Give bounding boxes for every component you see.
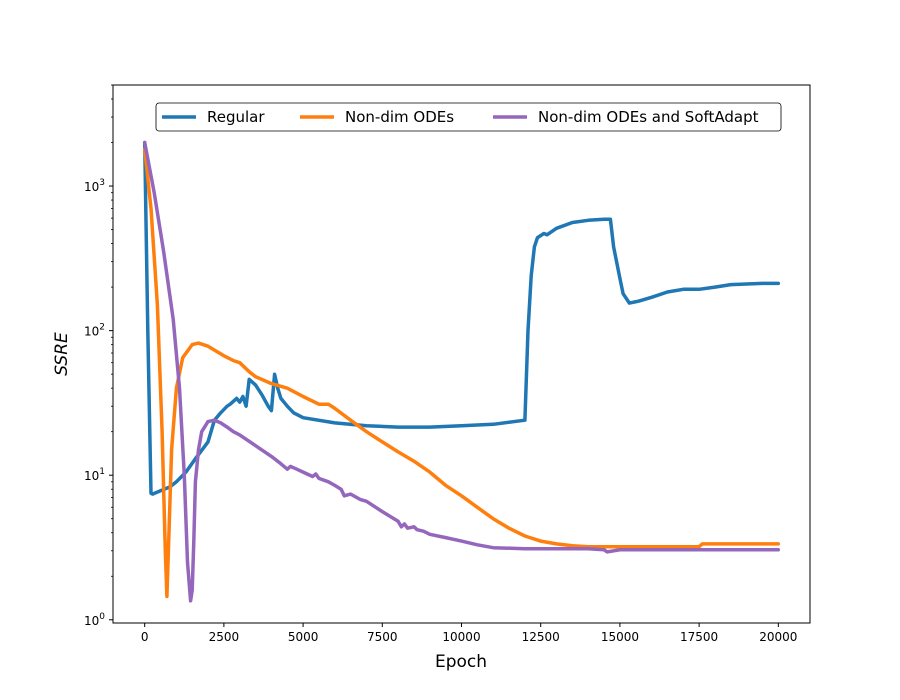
x-tick-label: 2500 [209,630,240,644]
series-line-1 [142,147,781,599]
x-tick-label: 17500 [680,630,718,644]
legend-label-1: Non-dim ODEs [345,108,454,126]
x-tick-label: 0 [141,630,149,644]
plot-background [113,85,810,623]
x-axis: 0 2500 5000 7500 10000 12500 15000 17500 20000 [141,623,797,644]
legend-label-0: Regular [207,108,265,126]
x-axis-title: Epoch [435,652,487,672]
y-tick-label: 103 [84,178,105,194]
y-axis: 100 101 102 103 [84,84,113,628]
x-tick-label: 5000 [288,630,319,644]
legend: Regular Non-dim ODEs Non-dim ODEs and Soft… [155,102,782,132]
y-tick-label: 102 [84,323,105,339]
legend-box [155,102,782,132]
series-line-2 [142,140,781,603]
x-tick-label: 10000 [442,630,480,644]
y-axis-title: SSRE [52,332,72,376]
x-tick-label: 7500 [367,630,398,644]
legend-label-2: Non-dim ODEs and SoftAdapt [538,108,759,126]
x-tick-label: 12500 [522,630,560,644]
y-tick-label: 101 [84,467,105,483]
x-tick-label: 15000 [601,630,639,644]
y-tick-label: 100 [84,612,105,628]
series-layer [142,140,781,603]
x-tick-label: 20000 [759,630,797,644]
